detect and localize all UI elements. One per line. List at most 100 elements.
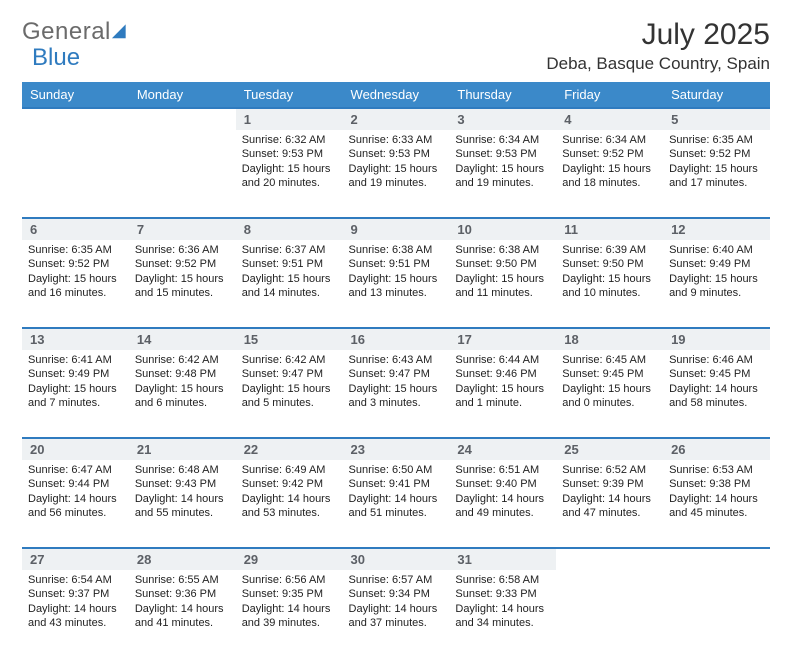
daylight-text: Daylight: 15 hours and 13 minutes. bbox=[349, 272, 444, 301]
day-number-cell bbox=[663, 548, 770, 570]
day-body-cell bbox=[663, 570, 770, 658]
day-number-row: 20212223242526 bbox=[22, 438, 770, 460]
sunrise-text: Sunrise: 6:47 AM bbox=[28, 463, 123, 477]
sunset-text: Sunset: 9:49 PM bbox=[669, 257, 764, 271]
sunrise-text: Sunrise: 6:48 AM bbox=[135, 463, 230, 477]
sunrise-text: Sunrise: 6:38 AM bbox=[349, 243, 444, 257]
day-number-cell: 10 bbox=[449, 218, 556, 240]
day-body-cell: Sunrise: 6:49 AMSunset: 9:42 PMDaylight:… bbox=[236, 460, 343, 548]
daylight-text: Daylight: 14 hours and 45 minutes. bbox=[669, 492, 764, 521]
day-body-cell bbox=[129, 130, 236, 218]
daylight-text: Daylight: 14 hours and 41 minutes. bbox=[135, 602, 230, 631]
sunrise-text: Sunrise: 6:34 AM bbox=[455, 133, 550, 147]
day-number-cell bbox=[22, 108, 129, 130]
calendar-table: Sunday Monday Tuesday Wednesday Thursday… bbox=[22, 82, 770, 658]
sunset-text: Sunset: 9:52 PM bbox=[28, 257, 123, 271]
location-subtitle: Deba, Basque Country, Spain bbox=[546, 54, 770, 74]
month-title: July 2025 bbox=[546, 18, 770, 52]
daylight-text: Daylight: 15 hours and 5 minutes. bbox=[242, 382, 337, 411]
sunrise-text: Sunrise: 6:33 AM bbox=[349, 133, 444, 147]
sunset-text: Sunset: 9:47 PM bbox=[349, 367, 444, 381]
day-body-cell: Sunrise: 6:40 AMSunset: 9:49 PMDaylight:… bbox=[663, 240, 770, 328]
sunrise-text: Sunrise: 6:35 AM bbox=[669, 133, 764, 147]
sunset-text: Sunset: 9:50 PM bbox=[455, 257, 550, 271]
day-number-cell bbox=[129, 108, 236, 130]
sunset-text: Sunset: 9:42 PM bbox=[242, 477, 337, 491]
day-number-cell: 17 bbox=[449, 328, 556, 350]
daylight-text: Daylight: 14 hours and 51 minutes. bbox=[349, 492, 444, 521]
sunrise-text: Sunrise: 6:41 AM bbox=[28, 353, 123, 367]
day-body-cell: Sunrise: 6:37 AMSunset: 9:51 PMDaylight:… bbox=[236, 240, 343, 328]
day-body-cell: Sunrise: 6:38 AMSunset: 9:51 PMDaylight:… bbox=[343, 240, 450, 328]
day-number-row: 6789101112 bbox=[22, 218, 770, 240]
daylight-text: Daylight: 15 hours and 7 minutes. bbox=[28, 382, 123, 411]
day-number-cell: 23 bbox=[343, 438, 450, 460]
day-body-cell: Sunrise: 6:42 AMSunset: 9:48 PMDaylight:… bbox=[129, 350, 236, 438]
daylight-text: Daylight: 15 hours and 19 minutes. bbox=[349, 162, 444, 191]
day-body-cell: Sunrise: 6:50 AMSunset: 9:41 PMDaylight:… bbox=[343, 460, 450, 548]
daylight-text: Daylight: 14 hours and 39 minutes. bbox=[242, 602, 337, 631]
sunrise-text: Sunrise: 6:43 AM bbox=[349, 353, 444, 367]
sunrise-text: Sunrise: 6:39 AM bbox=[562, 243, 657, 257]
sunrise-text: Sunrise: 6:50 AM bbox=[349, 463, 444, 477]
day-body-cell bbox=[556, 570, 663, 658]
sunset-text: Sunset: 9:50 PM bbox=[562, 257, 657, 271]
daylight-text: Daylight: 14 hours and 34 minutes. bbox=[455, 602, 550, 631]
daylight-text: Daylight: 15 hours and 9 minutes. bbox=[669, 272, 764, 301]
sunrise-text: Sunrise: 6:49 AM bbox=[242, 463, 337, 477]
sunrise-text: Sunrise: 6:56 AM bbox=[242, 573, 337, 587]
day-body-cell: Sunrise: 6:52 AMSunset: 9:39 PMDaylight:… bbox=[556, 460, 663, 548]
daylight-text: Daylight: 14 hours and 37 minutes. bbox=[349, 602, 444, 631]
header: General◢ July 2025 Deba, Basque Country,… bbox=[22, 18, 770, 74]
brand-logo: General◢ bbox=[22, 18, 126, 46]
day-body-cell: Sunrise: 6:35 AMSunset: 9:52 PMDaylight:… bbox=[22, 240, 129, 328]
day-number-cell: 24 bbox=[449, 438, 556, 460]
day-body-cell: Sunrise: 6:33 AMSunset: 9:53 PMDaylight:… bbox=[343, 130, 450, 218]
sunset-text: Sunset: 9:53 PM bbox=[455, 147, 550, 161]
sunset-text: Sunset: 9:41 PM bbox=[349, 477, 444, 491]
sunrise-text: Sunrise: 6:34 AM bbox=[562, 133, 657, 147]
sunrise-text: Sunrise: 6:53 AM bbox=[669, 463, 764, 477]
daylight-text: Daylight: 15 hours and 15 minutes. bbox=[135, 272, 230, 301]
sunrise-text: Sunrise: 6:51 AM bbox=[455, 463, 550, 477]
title-block: July 2025 Deba, Basque Country, Spain bbox=[546, 18, 770, 74]
daylight-text: Daylight: 14 hours and 43 minutes. bbox=[28, 602, 123, 631]
day-number-cell: 14 bbox=[129, 328, 236, 350]
sunset-text: Sunset: 9:51 PM bbox=[349, 257, 444, 271]
daylight-text: Daylight: 15 hours and 14 minutes. bbox=[242, 272, 337, 301]
sunrise-text: Sunrise: 6:46 AM bbox=[669, 353, 764, 367]
weekday-header: Monday bbox=[129, 82, 236, 108]
sunset-text: Sunset: 9:45 PM bbox=[562, 367, 657, 381]
sunset-text: Sunset: 9:51 PM bbox=[242, 257, 337, 271]
sunset-text: Sunset: 9:39 PM bbox=[562, 477, 657, 491]
sunrise-text: Sunrise: 6:58 AM bbox=[455, 573, 550, 587]
day-number-row: 13141516171819 bbox=[22, 328, 770, 350]
sunrise-text: Sunrise: 6:52 AM bbox=[562, 463, 657, 477]
day-body-cell: Sunrise: 6:43 AMSunset: 9:47 PMDaylight:… bbox=[343, 350, 450, 438]
day-number-row: 12345 bbox=[22, 108, 770, 130]
day-body-cell: Sunrise: 6:45 AMSunset: 9:45 PMDaylight:… bbox=[556, 350, 663, 438]
day-number-cell: 1 bbox=[236, 108, 343, 130]
brand-part1: General bbox=[22, 18, 111, 46]
day-body-cell: Sunrise: 6:48 AMSunset: 9:43 PMDaylight:… bbox=[129, 460, 236, 548]
day-number-cell: 21 bbox=[129, 438, 236, 460]
weekday-header-row: Sunday Monday Tuesday Wednesday Thursday… bbox=[22, 82, 770, 108]
day-body-cell: Sunrise: 6:39 AMSunset: 9:50 PMDaylight:… bbox=[556, 240, 663, 328]
day-body-cell: Sunrise: 6:56 AMSunset: 9:35 PMDaylight:… bbox=[236, 570, 343, 658]
daylight-text: Daylight: 14 hours and 49 minutes. bbox=[455, 492, 550, 521]
sail-icon: ◢ bbox=[112, 20, 126, 41]
sunrise-text: Sunrise: 6:35 AM bbox=[28, 243, 123, 257]
day-body-cell: Sunrise: 6:54 AMSunset: 9:37 PMDaylight:… bbox=[22, 570, 129, 658]
sunrise-text: Sunrise: 6:44 AM bbox=[455, 353, 550, 367]
day-number-cell: 11 bbox=[556, 218, 663, 240]
sunset-text: Sunset: 9:49 PM bbox=[28, 367, 123, 381]
day-number-cell: 20 bbox=[22, 438, 129, 460]
daylight-text: Daylight: 15 hours and 20 minutes. bbox=[242, 162, 337, 191]
day-number-cell: 31 bbox=[449, 548, 556, 570]
day-body-cell: Sunrise: 6:53 AMSunset: 9:38 PMDaylight:… bbox=[663, 460, 770, 548]
sunrise-text: Sunrise: 6:55 AM bbox=[135, 573, 230, 587]
sunset-text: Sunset: 9:48 PM bbox=[135, 367, 230, 381]
day-number-cell: 5 bbox=[663, 108, 770, 130]
day-number-cell: 28 bbox=[129, 548, 236, 570]
daylight-text: Daylight: 15 hours and 18 minutes. bbox=[562, 162, 657, 191]
